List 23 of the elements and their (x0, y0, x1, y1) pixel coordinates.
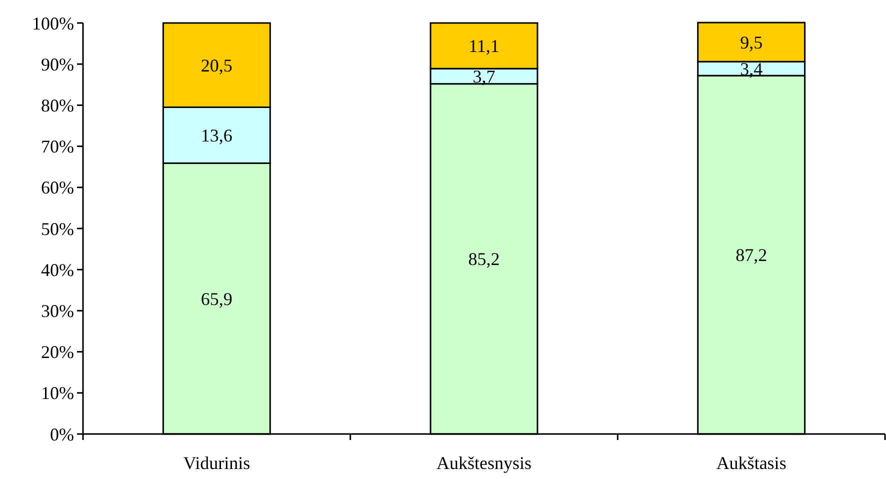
y-tick-label: 20% (41, 342, 74, 362)
data-label: 9,5 (740, 32, 763, 52)
y-tick-label: 50% (41, 218, 74, 239)
data-label: 11,1 (468, 36, 500, 56)
y-tick-label: 70% (41, 136, 74, 157)
y-tick-label: 80% (41, 96, 74, 116)
x-tick-label: Vidurinis (183, 453, 250, 473)
data-label: 20,5 (200, 55, 232, 76)
data-label: 13,6 (200, 126, 232, 146)
y-tick-label: 60% (41, 178, 74, 198)
y-tick-label: 30% (41, 301, 74, 321)
y-tick-label: 90% (41, 54, 74, 74)
x-tick-label: Aukštesnysis (436, 453, 532, 473)
data-label: 87,2 (736, 245, 768, 266)
data-label: 85,2 (468, 249, 500, 270)
y-tick-label: 100% (32, 13, 74, 34)
data-label: 3,7 (472, 66, 496, 87)
data-label: 65,9 (200, 288, 232, 309)
data-label: 3,4 (740, 58, 763, 79)
y-tick-label: 0% (50, 424, 74, 444)
x-tick-label: Aukštasis (716, 453, 786, 473)
y-tick-label: 10% (41, 383, 74, 404)
y-tick-label: 40% (41, 260, 74, 280)
